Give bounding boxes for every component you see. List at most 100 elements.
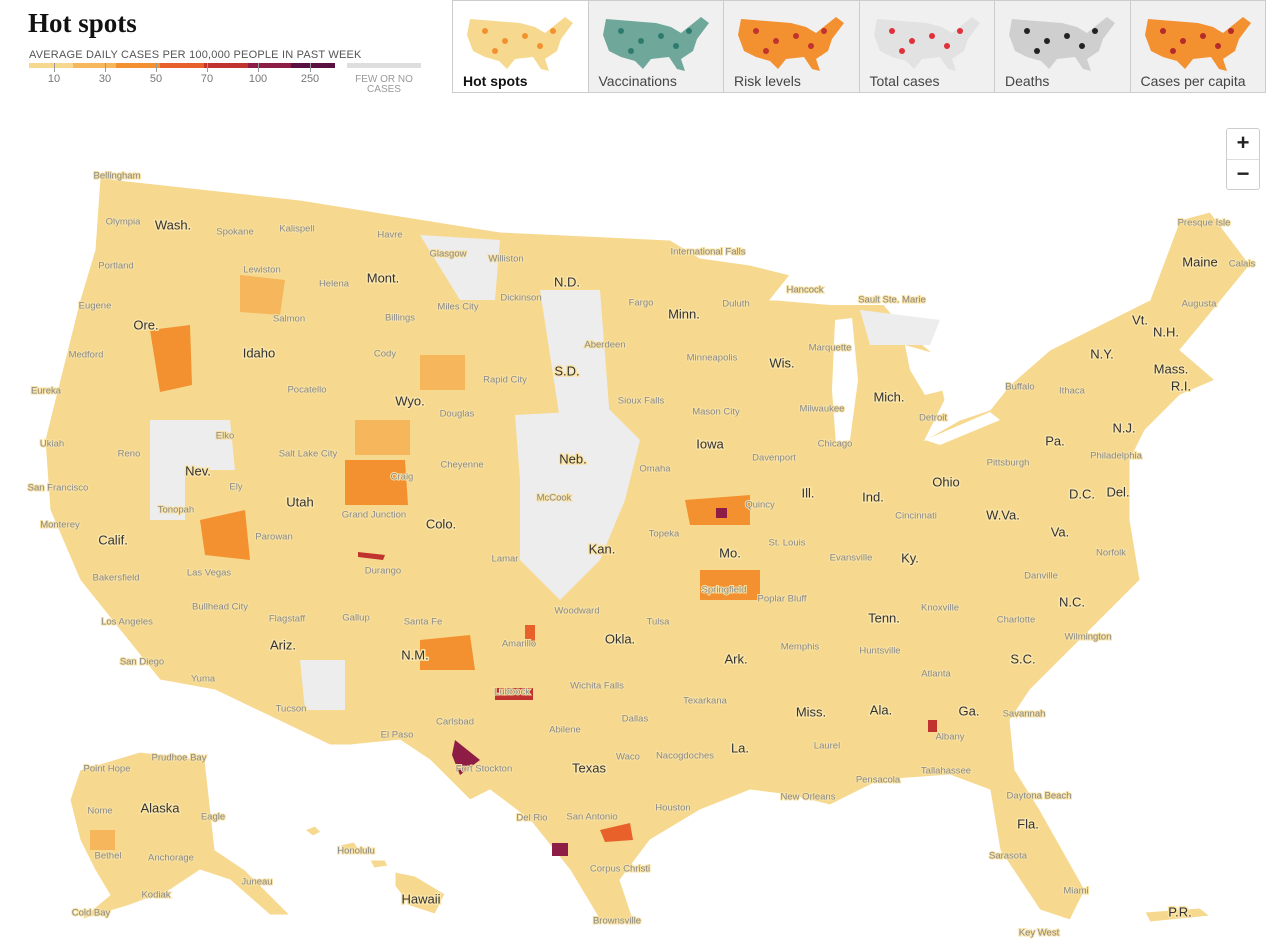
city-label: Abilene [549,725,581,736]
city-label: Miles City [437,302,478,313]
tab-label: Deaths [1005,73,1050,89]
city-label: Ukiah [40,439,64,450]
thumb-spot [1227,28,1234,34]
thumb-spot [956,28,963,34]
zoom-out[interactable]: − [1236,161,1250,186]
alaska [69,751,292,921]
legend-tick-label: 10 [47,73,61,85]
state-label: Alaska [140,800,180,815]
tab-label: Risk levels [734,73,801,89]
state-label: D.C. [1069,486,1095,501]
thumb-spot [627,48,634,54]
city-label: Memphis [781,642,820,653]
city-label: Bakersfield [93,573,140,584]
thumb-land [602,17,709,71]
city-label: Key West [1019,928,1060,939]
city-label: Los Angeles [101,617,153,628]
tab[interactable]: Deaths [994,1,1130,92]
state-label: Ga. [959,703,980,718]
tab[interactable]: Risk levels [723,1,859,92]
city-label: Quincy [745,500,775,511]
city-label: St. Louis [769,538,806,549]
city-label: Kalispell [279,224,314,235]
thumb-spot [685,28,692,34]
puerto-rico [1144,907,1212,923]
tab-thumbnail [602,17,709,71]
tab[interactable]: Cases per capita [1129,1,1265,92]
tab-thumbnail [467,17,573,71]
thumb-spot [672,43,679,49]
tab[interactable]: Total cases [858,1,994,92]
tabs: Hot spots Vaccinations Risk levels Total ca… [452,0,1266,93]
city-label: Glasgow [430,249,467,260]
city-label: Augusta [1182,299,1218,310]
state-label: Pa. [1045,433,1065,448]
city-label: Aberdeen [584,340,625,351]
tab-thumbnail [1144,17,1251,71]
legend-caption: AVERAGE DAILY CASES PER 100,000 PEOPLE I… [29,49,362,61]
city-label: Pocatello [287,385,326,396]
city-label: Minneapolis [687,353,738,364]
city-label: Grand Junction [342,510,406,521]
zoom-in[interactable]: + [1227,129,1259,160]
city-label: Houston [655,803,690,814]
legend-none-bar [347,63,421,68]
city-label: Miami [1063,886,1088,897]
city-label: Brownsville [593,916,641,927]
city-label: Albany [935,732,964,743]
tab-label: Cases per capita [1140,73,1246,89]
city-label: Laurel [814,741,840,752]
thumb-spot [943,43,950,49]
few-cases [150,235,940,710]
city-label: Corpus Christi [590,864,650,875]
city-label: Savannah [1003,709,1046,720]
city-label: Knoxville [921,603,959,614]
city-label: Mason City [692,407,740,418]
city-label: Pittsburgh [987,458,1030,469]
labels: Bellingham Olympia Spokane Kalispell Havre Po… [27,170,1257,940]
state-label: W.Va. [986,507,1020,522]
city-label: San Francisco [28,483,89,494]
thumb-spot [821,28,827,34]
state-label: Ariz. [270,637,296,652]
thumb-spot [550,28,556,34]
thumb-spot [502,38,508,44]
city-label: Salmon [273,314,305,325]
city-label: Lewiston [243,265,281,276]
city-label: Sault Ste. Marie [858,295,926,306]
city-label: Elko [216,431,234,442]
city-label: Anchorage [148,853,194,864]
thumb-land [1009,17,1115,71]
thumb-spot [637,38,644,44]
city-label: Havre [377,230,402,241]
state-label: Okla. [605,631,635,646]
state-label: N.D. [554,274,580,289]
tab[interactable]: Hot spots [453,1,588,92]
city-label: Gallup [342,613,369,624]
city-label: Durango [365,566,401,577]
thumb-spot [753,28,759,34]
legend-tick-mark [54,63,55,72]
city-label: Flagstaff [269,614,306,625]
legend-tick-mark [105,63,106,72]
state-label: Ark. [724,651,747,666]
city-label: Calais [1229,259,1256,270]
city-label: Woodward [554,606,599,617]
city-label: Bethel [95,851,122,862]
city-label: Helena [319,279,350,290]
legend-tick-mark [310,63,311,72]
state-label: N.H. [1153,324,1179,339]
state-label: Ala. [870,702,892,717]
state-label: Ind. [862,489,884,504]
city-label: Juneau [241,877,272,888]
legend-tick-label: 250 [300,73,320,85]
city-label: Atlanta [921,669,951,680]
city-label: Fort Stockton [456,764,513,775]
legend-tick-mark [156,63,157,72]
city-label: Tonopah [158,505,194,516]
state-label: Tenn. [868,610,900,625]
thumb-spot [522,33,528,39]
city-label: Portland [98,261,133,272]
tab[interactable]: Vaccinations [587,1,723,92]
tab-thumbnail [738,17,844,71]
